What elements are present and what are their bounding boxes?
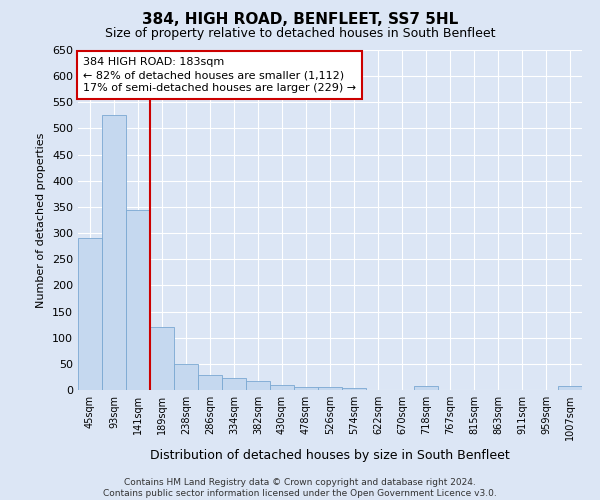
Y-axis label: Number of detached properties: Number of detached properties [37, 132, 46, 308]
Bar [270, 385, 294, 390]
Bar [342, 388, 366, 390]
Text: 384, HIGH ROAD, BENFLEET, SS7 5HL: 384, HIGH ROAD, BENFLEET, SS7 5HL [142, 12, 458, 28]
Bar [126, 210, 150, 390]
Text: Size of property relative to detached houses in South Benfleet: Size of property relative to detached ho… [105, 28, 495, 40]
Bar [102, 116, 126, 390]
Bar [174, 364, 198, 390]
Bar [246, 380, 270, 390]
Bar [78, 238, 102, 390]
Bar [318, 388, 342, 390]
Bar [414, 386, 438, 390]
Text: Contains HM Land Registry data © Crown copyright and database right 2024.
Contai: Contains HM Land Registry data © Crown c… [103, 478, 497, 498]
X-axis label: Distribution of detached houses by size in South Benfleet: Distribution of detached houses by size … [150, 448, 510, 462]
Bar [198, 376, 222, 390]
Bar [222, 378, 246, 390]
Bar [294, 388, 318, 390]
Text: 384 HIGH ROAD: 183sqm
← 82% of detached houses are smaller (1,112)
17% of semi-d: 384 HIGH ROAD: 183sqm ← 82% of detached … [83, 57, 356, 93]
Bar [150, 327, 174, 390]
Bar [558, 386, 582, 390]
